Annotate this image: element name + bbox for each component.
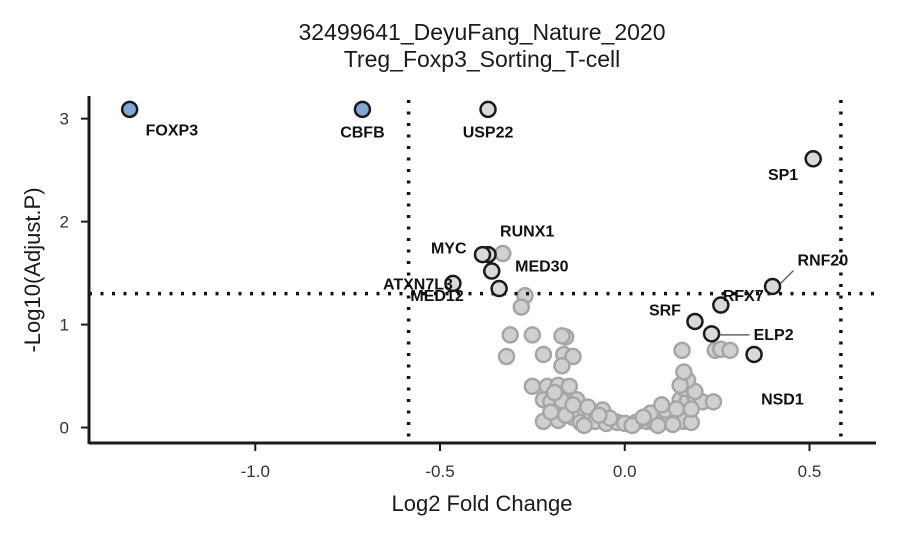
gene-label: RUNX1 [500,224,554,241]
background-point [721,341,739,360]
significant-point [686,312,704,331]
significant-point [473,245,492,264]
background-point [575,416,593,435]
gene-label: RFX7 [723,288,764,305]
significant-point [702,325,721,343]
background-point [704,393,723,411]
gene-label: MYC [431,241,467,258]
gene-label: SP1 [768,167,798,184]
background-point [494,244,512,263]
background-point [553,327,571,345]
background-point [523,377,542,396]
background-point [534,345,553,364]
gene-label: ELP2 [754,327,794,344]
gene-label: USP22 [463,124,514,141]
y-tick-label: 1 [60,316,69,335]
gene-label: SRF [649,302,681,319]
chart-subtitle: Treg_Foxp3_Sorting_T-cell [344,46,621,72]
x-tick-label: 0.0 [613,462,637,481]
gene-label: FOXP3 [146,122,199,139]
significant-point [490,279,508,298]
significant-point [804,150,822,168]
chart-title: 32499641_DeyuFang_Nature_2020 [298,19,665,45]
significant-point [482,262,501,280]
significant-point [763,277,782,296]
highlighted-point [353,100,372,119]
background-point [649,416,667,435]
label-leader-line [780,269,795,285]
background-point [560,377,579,396]
x-tick-label: -1.0 [241,462,270,481]
y-tick-label: 0 [60,419,69,438]
gene-label: MED30 [515,259,568,276]
gene-label: RNF20 [798,252,849,269]
background-point [497,347,516,366]
background-point [542,403,560,421]
background-point [634,408,652,427]
background-point [512,298,531,316]
background-point [590,406,608,424]
significant-point [444,274,462,293]
gene-label: MED12 [410,288,463,305]
significant-point [712,296,730,314]
background-point [564,347,582,366]
x-tick-label: 0.5 [798,462,822,481]
plot-area: FOXP3 CBFB USP22SP1RUNX1MYCRNF20ATXN7L3MED… [89,100,876,443]
background-point [553,357,571,375]
gene-label: NSD1 [761,391,804,408]
background-point [675,363,693,381]
gene-label: CBFB [340,124,384,141]
axis-ticks: -1.0 -0.5 0.0 0.5 0 1 2 3 [60,110,822,481]
background-point [652,396,671,414]
y-tick-label: 3 [60,110,69,129]
background-point [564,396,582,414]
x-tick-label: -0.5 [425,462,454,481]
background-point [667,400,686,418]
background-point [682,400,701,418]
background-point [545,383,564,402]
background-point [523,326,542,344]
background-point [673,341,691,360]
background-point [664,415,682,434]
y-axis-title: -Log10(Adjust.P) [20,187,45,352]
highlighted-point [120,100,139,119]
significant-point [479,100,497,119]
x-axis-title: Log2 Fold Change [391,491,572,516]
y-tick-label: 2 [60,213,69,232]
significant-point [745,345,763,364]
gene-label: ATXN7L3 [383,276,453,293]
background-point [501,326,519,344]
